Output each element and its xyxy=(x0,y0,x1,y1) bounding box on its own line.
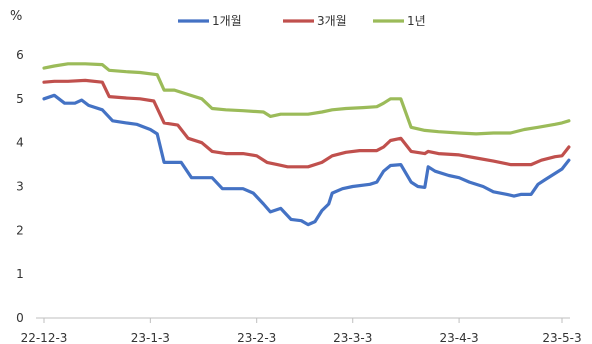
x-axis: 22-12-3 23-1-3 23-2-3 23-3-3 23-4-3 23-5-3 xyxy=(21,317,582,344)
x-tick-label: 23-3-3 xyxy=(333,331,372,344)
x-tick-label: 23-2-3 xyxy=(237,331,276,344)
y-tick-label: 1 xyxy=(16,267,24,281)
legend-item-2: 3개월 xyxy=(283,14,347,28)
legend-item-1: 1개월 xyxy=(178,14,242,28)
legend-label: 3개월 xyxy=(317,14,347,28)
y-tick-label: 5 xyxy=(16,92,24,106)
y-tick-label: 0 xyxy=(16,311,24,325)
legend-label: 1년 xyxy=(407,14,426,28)
x-tick-label: 23-1-3 xyxy=(131,331,170,344)
series-line-2 xyxy=(42,78,571,169)
y-tick-label: 3 xyxy=(16,180,24,194)
x-tick-label: 23-5-3 xyxy=(542,331,581,344)
y-axis-tick-labels: 0 1 2 3 4 5 6 xyxy=(16,48,24,325)
y-tick-label: 2 xyxy=(16,223,24,237)
series-lines xyxy=(42,62,571,227)
legend-item-3: 1년 xyxy=(373,14,426,28)
legend-label: 1개월 xyxy=(212,14,242,28)
x-tick-label: 23-4-3 xyxy=(439,331,478,344)
x-tick-label: 22-12-3 xyxy=(21,331,68,344)
legend: 1개월 3개월 1년 xyxy=(178,14,426,28)
y-tick-label: 4 xyxy=(16,136,24,150)
series-line-1 xyxy=(42,93,571,227)
y-axis-unit-label: % xyxy=(10,9,22,24)
series-line-3 xyxy=(42,62,571,136)
y-tick-label: 6 xyxy=(16,48,24,62)
